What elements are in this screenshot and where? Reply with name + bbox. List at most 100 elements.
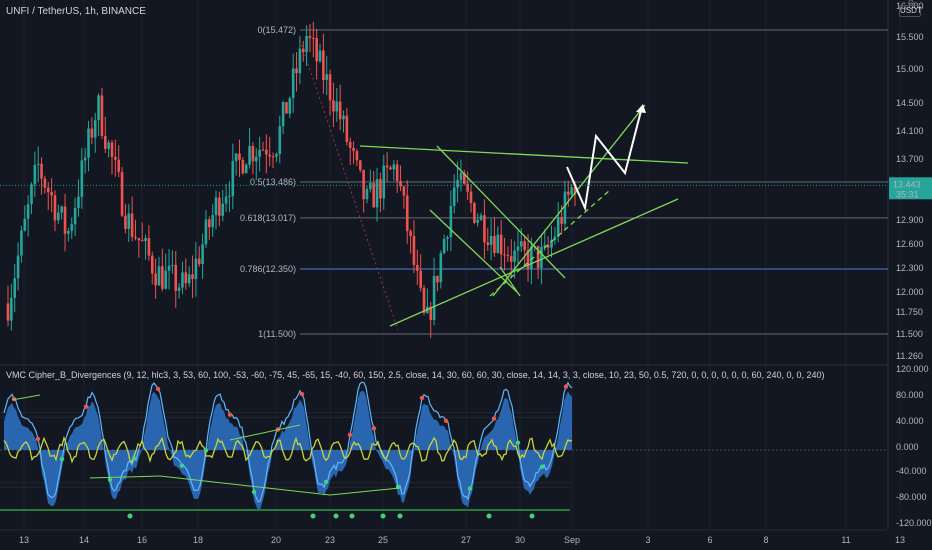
axes: 16.00015.50015.00014.50014.10013.70013.3…	[19, 1, 932, 545]
candle-body	[248, 145, 251, 165]
candle-body	[103, 135, 107, 149]
candle-body	[191, 274, 194, 280]
fib-level-label: 0.5(13.486)	[250, 177, 296, 187]
price-tick: 11.500	[896, 329, 923, 339]
candle-body	[335, 101, 339, 112]
candle-body	[499, 234, 503, 255]
oscillator-tick: -80.000	[896, 492, 927, 502]
cross-dot	[59, 456, 65, 462]
candle-body	[110, 142, 114, 157]
candle-body	[214, 197, 218, 216]
time-tick: 16	[137, 535, 147, 545]
candle-body	[16, 255, 20, 279]
candle-body	[325, 74, 329, 81]
price-tick: 15.500	[896, 32, 924, 42]
candle-body	[211, 215, 214, 228]
candle-body	[150, 255, 154, 274]
time-tick: 18	[193, 535, 203, 545]
candle-body	[187, 274, 191, 284]
cross-dot	[371, 426, 377, 431]
time-tick: 25	[378, 535, 388, 545]
candle-body	[13, 278, 17, 298]
cross-dot	[563, 384, 569, 389]
fib-anchor-line	[299, 39, 399, 331]
candle-body	[265, 149, 268, 155]
candle-body	[536, 246, 540, 268]
currency-badge[interactable]: USDT	[899, 5, 922, 17]
countdown-label: 35:31	[896, 189, 919, 199]
candle-body	[328, 74, 332, 101]
projection-path	[566, 106, 643, 212]
candle-body	[244, 164, 248, 174]
candle-body	[140, 240, 144, 242]
candle-body	[43, 178, 47, 188]
candle-body	[87, 128, 90, 158]
candle-body	[114, 156, 117, 160]
candle-body	[60, 206, 63, 213]
cross-dot	[35, 436, 41, 442]
candle-body	[345, 115, 349, 142]
candle-body	[449, 205, 453, 238]
candle-body	[134, 236, 137, 239]
candle-body	[530, 246, 533, 270]
candle-body	[57, 212, 60, 221]
candle-body	[278, 126, 282, 155]
candle-body	[53, 195, 57, 221]
candle-body	[157, 266, 161, 286]
candle-body	[429, 306, 433, 321]
candle-body	[77, 196, 80, 208]
candle-body	[563, 191, 567, 224]
candle-body	[308, 36, 312, 38]
candle-body	[422, 287, 426, 313]
candle-body	[483, 215, 486, 243]
candle-body	[130, 213, 134, 237]
candle-body	[362, 169, 365, 200]
candle-body	[543, 244, 547, 247]
candle-body	[513, 250, 516, 262]
candle-body	[520, 241, 523, 247]
candle-body	[315, 38, 318, 62]
gear-icon[interactable]: ⚙	[907, 0, 916, 8]
signal-dot	[380, 513, 386, 519]
candle-body	[355, 150, 359, 161]
candle-body	[365, 189, 369, 200]
candle-body	[560, 216, 563, 224]
candle-body	[46, 187, 50, 193]
fib-level-label: 0.786(12.350)	[240, 264, 296, 274]
trendline	[389, 198, 679, 327]
candlestick-series	[6, 21, 577, 339]
price-tick: 12.600	[896, 239, 924, 249]
candle-body	[197, 258, 201, 265]
oscillator-tick: -40.000	[896, 466, 927, 476]
cross-dot	[83, 404, 89, 409]
oscillator-tick: 120.000	[896, 364, 929, 374]
candle-body	[285, 102, 288, 114]
candle-body	[385, 165, 389, 168]
divergence-line	[159, 475, 331, 496]
candle-body	[20, 230, 23, 256]
candle-body	[97, 95, 100, 121]
price-tick: 16.000	[896, 1, 924, 11]
candle-body	[261, 149, 265, 151]
candle-body	[83, 157, 87, 161]
candle-body	[67, 230, 70, 234]
candle-body	[493, 236, 496, 253]
signal-dot	[310, 513, 316, 519]
candle-body	[181, 272, 184, 288]
cross-dot	[131, 456, 137, 461]
candle-body	[509, 256, 513, 262]
candle-body	[291, 68, 295, 99]
cross-dot	[443, 418, 449, 423]
signal-dot	[529, 513, 535, 519]
candle-body	[305, 36, 308, 53]
candle-body	[298, 48, 302, 74]
candle-body	[73, 207, 77, 225]
candle-body	[456, 180, 459, 188]
candle-body	[234, 153, 238, 162]
signal-dot	[127, 513, 133, 519]
candle-body	[392, 164, 396, 170]
candle-body	[405, 195, 409, 232]
price-tick: 11.260	[896, 351, 923, 361]
candle-body	[419, 270, 422, 288]
